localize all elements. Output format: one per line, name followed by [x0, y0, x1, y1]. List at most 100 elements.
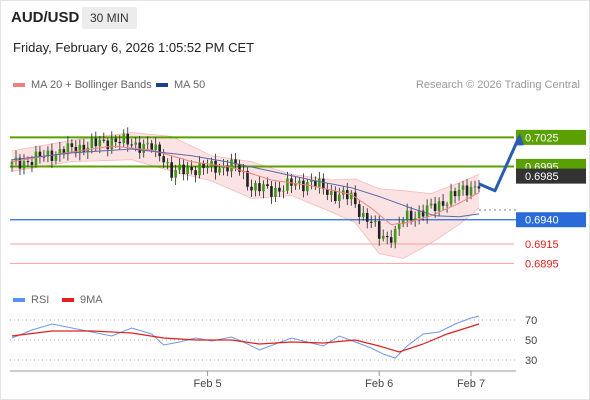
- candle: [234, 153, 237, 172]
- candle: [206, 159, 209, 174]
- candle: [397, 216, 401, 236]
- candle: [425, 199, 429, 224]
- candle: [306, 178, 309, 196]
- legend-ma50: MA 50: [156, 79, 205, 91]
- candle: [18, 154, 22, 176]
- ma20-swatch-icon: [13, 83, 25, 87]
- symbol-title: AUD/USD: [11, 9, 80, 26]
- candle: [417, 205, 421, 225]
- candle: [330, 184, 333, 202]
- candle: [322, 173, 325, 195]
- candle: [465, 179, 469, 202]
- candle: [373, 215, 377, 227]
- rsi-tick-label: 70: [525, 315, 537, 327]
- candle: [258, 175, 261, 196]
- candle: [170, 155, 173, 181]
- candle: [274, 181, 277, 202]
- timeframe-button[interactable]: 30 MIN: [82, 7, 137, 29]
- legend-rsi: RSI: [13, 294, 49, 306]
- candle: [230, 153, 233, 178]
- candle: [365, 208, 369, 229]
- rsi-tick-label: 30: [525, 355, 537, 367]
- candle: [457, 182, 461, 201]
- level-label-4: 0.6915: [525, 239, 559, 251]
- candle: [98, 135, 102, 154]
- candle: [461, 180, 465, 196]
- candle: [54, 151, 58, 165]
- candle: [198, 156, 201, 179]
- legend-ma20-label: MA 20 + Bollinger Bands: [31, 79, 152, 91]
- candle: [130, 138, 134, 149]
- candle: [477, 179, 481, 193]
- candle: [377, 215, 381, 246]
- candle: [46, 146, 50, 163]
- level-label-2: 0.6985: [525, 171, 559, 183]
- candle: [238, 159, 241, 176]
- level-tag-0: [516, 129, 586, 145]
- candle: [186, 161, 189, 181]
- ma20-line: [11, 145, 480, 226]
- rsi-tick-label: 50: [525, 335, 537, 347]
- candle: [270, 181, 273, 204]
- candle: [469, 181, 473, 200]
- candle: [214, 153, 217, 180]
- candle: [122, 129, 126, 147]
- candle: [114, 135, 118, 148]
- level-label-0: 0.7025: [525, 132, 559, 144]
- candle: [246, 167, 249, 191]
- candle: [190, 160, 193, 175]
- candle: [62, 146, 66, 159]
- candle: [302, 173, 305, 198]
- candle: [250, 179, 253, 197]
- candle: [262, 180, 265, 199]
- ma50-swatch-icon: [156, 83, 168, 87]
- candle: [310, 173, 313, 190]
- candle: [138, 136, 142, 159]
- level-tag-3: [516, 212, 586, 228]
- candle: [453, 187, 457, 204]
- candle: [389, 230, 393, 248]
- candle: [102, 132, 106, 144]
- candle: [178, 158, 181, 175]
- candle: [286, 171, 289, 194]
- rsi-ma-line: [11, 323, 480, 353]
- candle: [90, 133, 94, 154]
- candle: [429, 198, 433, 209]
- legend-rsi-ma: 9MA: [62, 294, 103, 306]
- projection-arrow-line: [478, 136, 521, 193]
- candle: [58, 141, 62, 162]
- candle: [298, 177, 301, 190]
- candle: [385, 231, 389, 245]
- candle: [278, 181, 281, 198]
- candle: [437, 197, 441, 217]
- candle: [381, 229, 385, 242]
- level-tag-2: [516, 168, 586, 184]
- candle: [158, 141, 161, 162]
- legend-rsi-ma-label: 9MA: [80, 294, 103, 306]
- candle: [150, 139, 154, 153]
- candle: [146, 136, 150, 152]
- candle: [154, 137, 157, 158]
- candle: [166, 158, 169, 170]
- candle: [361, 206, 365, 221]
- candle: [66, 136, 70, 161]
- candle: [326, 183, 329, 201]
- candle: [349, 190, 353, 206]
- time-tick-label: Feb 5: [194, 378, 222, 390]
- rsi-line: [11, 315, 480, 359]
- rsi-ma-swatch-icon: [62, 298, 74, 302]
- candle: [473, 180, 477, 195]
- rsi-swatch-icon: [13, 298, 25, 302]
- datetime-label: Friday, February 6, 2026 1:05:52 PM CET: [13, 40, 255, 55]
- candle: [226, 160, 229, 177]
- candle: [334, 186, 337, 204]
- candle: [318, 172, 321, 194]
- candle: [70, 139, 74, 154]
- legend-ma50-label: MA 50: [174, 79, 206, 91]
- candle: [449, 183, 453, 208]
- candle: [254, 180, 257, 197]
- ma50-line: [11, 148, 480, 218]
- candle: [174, 164, 177, 185]
- candle: [78, 139, 82, 161]
